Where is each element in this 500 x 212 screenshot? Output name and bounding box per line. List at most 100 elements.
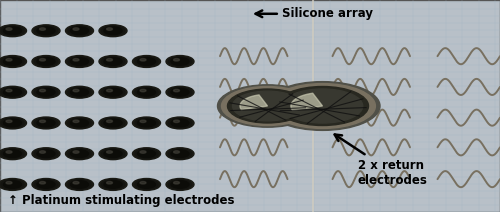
Circle shape	[4, 150, 22, 158]
Circle shape	[1, 180, 24, 189]
Circle shape	[32, 86, 60, 98]
Polygon shape	[240, 95, 268, 110]
Circle shape	[1, 149, 24, 159]
Circle shape	[32, 148, 60, 160]
Circle shape	[138, 88, 156, 96]
Circle shape	[135, 57, 158, 66]
Circle shape	[135, 87, 158, 97]
Circle shape	[40, 59, 46, 61]
Circle shape	[228, 89, 308, 123]
Circle shape	[171, 58, 189, 65]
Circle shape	[104, 27, 122, 35]
Circle shape	[66, 148, 94, 160]
Circle shape	[1, 118, 24, 128]
Circle shape	[99, 25, 127, 37]
Circle shape	[66, 25, 94, 37]
Circle shape	[99, 117, 127, 129]
Circle shape	[132, 117, 160, 129]
Circle shape	[6, 120, 12, 123]
Circle shape	[34, 180, 58, 189]
Circle shape	[135, 180, 158, 189]
Circle shape	[168, 118, 192, 128]
Circle shape	[73, 151, 79, 153]
Circle shape	[4, 27, 22, 35]
Text: 2 x return
electrodes: 2 x return electrodes	[334, 134, 428, 187]
Circle shape	[138, 119, 156, 127]
Circle shape	[132, 86, 160, 98]
Circle shape	[106, 28, 112, 30]
Circle shape	[1, 57, 24, 66]
Circle shape	[222, 86, 314, 126]
Circle shape	[99, 179, 127, 190]
Circle shape	[99, 148, 127, 160]
Circle shape	[70, 27, 88, 35]
Circle shape	[37, 27, 55, 35]
Circle shape	[106, 120, 112, 123]
Circle shape	[34, 149, 58, 159]
Circle shape	[37, 58, 55, 65]
Circle shape	[66, 179, 94, 190]
Circle shape	[73, 181, 79, 184]
Circle shape	[168, 149, 192, 159]
Circle shape	[68, 118, 91, 128]
Circle shape	[70, 58, 88, 65]
Circle shape	[0, 86, 26, 98]
Circle shape	[135, 149, 158, 159]
Circle shape	[32, 25, 60, 37]
Circle shape	[68, 180, 91, 189]
Circle shape	[166, 86, 194, 98]
Circle shape	[166, 148, 194, 160]
Circle shape	[4, 119, 22, 127]
Text: Silicone array: Silicone array	[256, 7, 374, 20]
Circle shape	[34, 87, 58, 97]
Circle shape	[70, 119, 88, 127]
Circle shape	[70, 88, 88, 96]
Circle shape	[140, 151, 146, 153]
Circle shape	[73, 28, 79, 30]
Circle shape	[37, 150, 55, 158]
Circle shape	[166, 179, 194, 190]
Circle shape	[6, 89, 12, 92]
Circle shape	[174, 59, 180, 61]
Circle shape	[168, 57, 192, 66]
Circle shape	[174, 120, 180, 123]
Circle shape	[135, 118, 158, 128]
Circle shape	[171, 119, 189, 127]
Circle shape	[132, 148, 160, 160]
Circle shape	[171, 150, 189, 158]
Circle shape	[106, 151, 112, 153]
Circle shape	[4, 88, 22, 96]
Circle shape	[40, 120, 46, 123]
Circle shape	[168, 180, 192, 189]
Circle shape	[34, 57, 58, 66]
Circle shape	[32, 56, 60, 67]
Circle shape	[104, 88, 122, 96]
Circle shape	[140, 89, 146, 92]
Circle shape	[282, 89, 363, 123]
Circle shape	[171, 181, 189, 188]
Circle shape	[0, 117, 26, 129]
Text: ↑ Platinum stimulating electrodes: ↑ Platinum stimulating electrodes	[8, 194, 234, 207]
Circle shape	[168, 87, 192, 97]
Circle shape	[276, 86, 368, 126]
Circle shape	[138, 181, 156, 188]
Circle shape	[174, 89, 180, 92]
Circle shape	[102, 57, 124, 66]
Circle shape	[37, 181, 55, 188]
Circle shape	[68, 26, 91, 36]
Circle shape	[0, 56, 26, 67]
Circle shape	[70, 150, 88, 158]
Circle shape	[232, 91, 302, 121]
Circle shape	[1, 26, 24, 36]
Circle shape	[102, 149, 124, 159]
Circle shape	[66, 86, 94, 98]
Circle shape	[32, 117, 60, 129]
Circle shape	[102, 118, 124, 128]
Circle shape	[99, 86, 127, 98]
Circle shape	[174, 151, 180, 153]
Circle shape	[270, 84, 376, 128]
Circle shape	[66, 117, 94, 129]
Circle shape	[138, 150, 156, 158]
Circle shape	[70, 181, 88, 188]
Circle shape	[37, 119, 55, 127]
